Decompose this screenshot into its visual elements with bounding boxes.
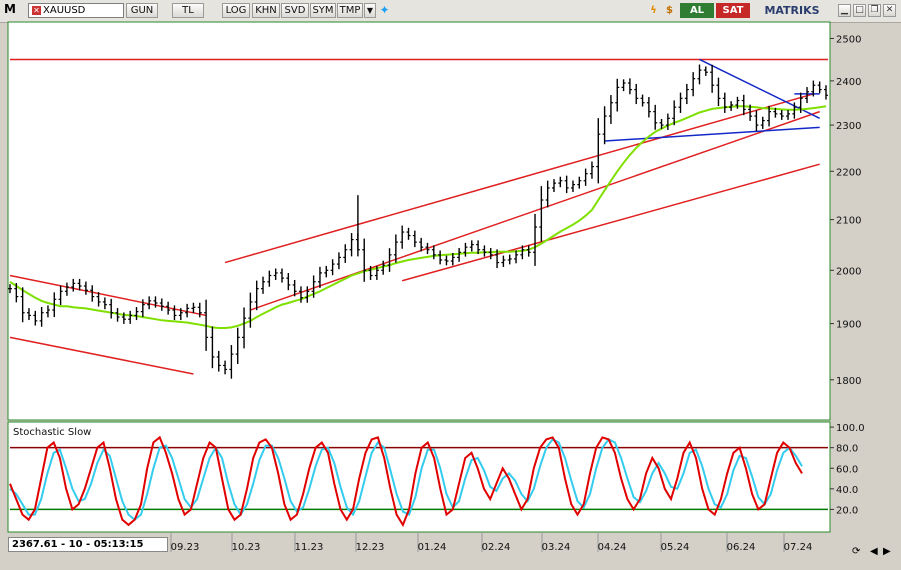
- twitter-icon[interactable]: ✦: [379, 3, 390, 17]
- x-tick-label: 07.24: [784, 542, 813, 553]
- maximize-button[interactable]: □: [853, 4, 866, 17]
- dropdown-arrow-icon[interactable]: ▼: [364, 3, 376, 18]
- stoch-tick-label: 20.0: [836, 505, 858, 516]
- y-tick-label: 2400: [836, 77, 861, 88]
- y-tick-label: 2500: [836, 34, 861, 45]
- close-icon[interactable]: ✕: [32, 6, 41, 15]
- x-tick-label: 02.24: [482, 542, 511, 553]
- symbol-label: XAUUSD: [43, 5, 86, 16]
- y-tick-label: 2200: [836, 167, 861, 178]
- minimize-button[interactable]: ▁: [838, 4, 851, 17]
- toolbar-button-log[interactable]: LOG: [222, 3, 250, 18]
- y-tick-label: 2100: [836, 216, 861, 227]
- up-channel-middle: [250, 110, 820, 311]
- stoch-tick-label: 40.0: [836, 485, 858, 496]
- x-tick-label: 11.23: [295, 542, 324, 553]
- stochastic-k-line: [9, 435, 803, 528]
- scroll-left-icon[interactable]: ◀: [870, 546, 878, 557]
- toolbar-button-tl[interactable]: TL: [172, 3, 204, 18]
- refresh-icon[interactable]: ⟳: [852, 546, 861, 557]
- toolbar-button-svd[interactable]: SVD: [281, 3, 309, 18]
- x-tick-label: 04.24: [598, 542, 627, 553]
- window-close-button[interactable]: ✕: [883, 4, 896, 17]
- toolbar-button-gun[interactable]: GUN: [126, 3, 158, 18]
- x-tick-label: 12.23: [356, 542, 385, 553]
- brand-logo: MATRIKS: [764, 4, 820, 17]
- scroll-right-icon[interactable]: ▶: [883, 546, 891, 557]
- y-tick-label: 2000: [836, 266, 861, 277]
- lightning-icon[interactable]: ϟ: [650, 5, 657, 16]
- x-tick-label: 10.23: [232, 542, 261, 553]
- y-tick-label: 2300: [836, 121, 861, 132]
- toolbar-button-sym[interactable]: SYM: [310, 3, 336, 18]
- triangle-lower-line: [604, 126, 820, 142]
- app-logo: M: [4, 2, 16, 16]
- x-tick-label: 05.24: [661, 542, 690, 553]
- indicator-title: Stochastic Slow: [13, 427, 91, 438]
- buy-button[interactable]: AL: [680, 3, 714, 18]
- stoch-tick-label: 60.0: [836, 464, 858, 475]
- y-tick-label: 1800: [836, 376, 861, 387]
- up-channel-lower: [401, 163, 820, 282]
- restore-button[interactable]: ❐: [868, 4, 881, 17]
- price-readout: 2367.61 - 10 - 05:13:15: [8, 537, 168, 552]
- x-tick-label: 01.24: [418, 542, 447, 553]
- up-channel-upper: [224, 93, 814, 264]
- down-channel-upper: [9, 274, 207, 317]
- main-plot-area[interactable]: [7, 21, 831, 421]
- down-channel-lower: [9, 336, 194, 375]
- stoch-tick-label: 80.0: [836, 444, 858, 455]
- toolbar: M ✕ XAUUSD GUN TL LOG KHN SVD SYM TMP ▼ …: [0, 0, 901, 23]
- symbol-input[interactable]: ✕ XAUUSD: [28, 3, 124, 18]
- toolbar-button-khn[interactable]: KHN: [252, 3, 280, 18]
- x-tick-label: 06.24: [727, 542, 756, 553]
- stoch-tick-label: 100.0: [836, 423, 865, 434]
- x-tick-label: 03.24: [542, 542, 571, 553]
- currency-icon[interactable]: $: [666, 5, 673, 16]
- stochastic-d-line: [9, 438, 803, 521]
- moving-average-line: [9, 105, 827, 329]
- toolbar-button-tmp[interactable]: TMP: [337, 3, 363, 18]
- sell-button[interactable]: SAT: [716, 3, 750, 18]
- y-tick-label: 1900: [836, 320, 861, 331]
- x-tick-label: 09.23: [171, 542, 200, 553]
